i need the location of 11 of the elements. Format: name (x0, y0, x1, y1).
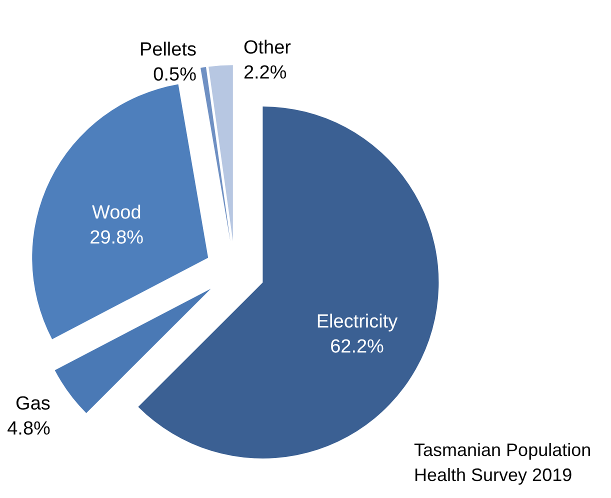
data-label: 29.8% (90, 227, 144, 248)
data-label: 62.2% (330, 336, 384, 358)
slice-label: Other (243, 38, 292, 59)
slice-label: Pellets (139, 40, 196, 61)
slice-label: Electricity (316, 312, 398, 333)
data-label: 2.2% (243, 62, 287, 84)
data-label: 4.8% (7, 418, 51, 440)
slice-label: Gas (16, 394, 50, 415)
slice-label: Wood (92, 202, 142, 224)
data-label: 0.5% (153, 64, 197, 86)
text: Tasmanian Population Health Survey 2019 (414, 440, 592, 485)
